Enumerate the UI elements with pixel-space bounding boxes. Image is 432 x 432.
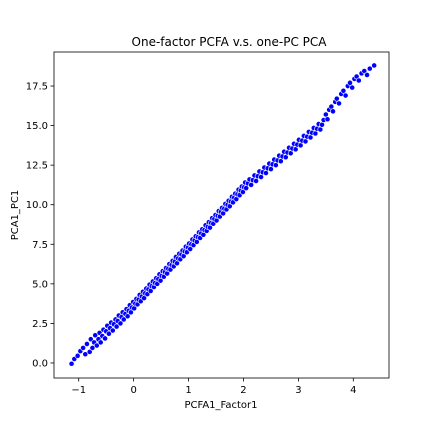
data-point [324, 116, 331, 123]
data-point [297, 142, 304, 149]
data-point [84, 341, 90, 347]
data-point [366, 65, 373, 72]
data-point [349, 84, 356, 91]
data-point [277, 158, 284, 165]
data-point [82, 351, 89, 358]
data-point [113, 323, 120, 330]
data-point [68, 360, 75, 367]
data-point [287, 150, 294, 157]
data-point [340, 87, 347, 94]
data-point [355, 77, 362, 84]
data-point [97, 339, 104, 346]
data-point [322, 111, 329, 118]
data-point [272, 162, 279, 169]
y-tick-label: 5.0 [32, 279, 48, 290]
data-point [307, 134, 314, 141]
data-point [333, 95, 340, 102]
data-point [364, 72, 370, 78]
points-layer [68, 62, 378, 367]
x-tick-label: 4 [350, 385, 356, 396]
data-point [92, 332, 99, 339]
data-point [86, 348, 93, 355]
data-point [302, 138, 309, 145]
data-point [342, 92, 349, 99]
x-tick-label: 3 [295, 385, 301, 396]
data-point [109, 327, 116, 334]
data-point [330, 108, 336, 115]
y-tick-label: 15.0 [26, 121, 48, 132]
data-point [371, 62, 378, 69]
data-point [361, 68, 368, 74]
data-point [253, 178, 259, 184]
x-axis: −1 0 1 2 3 4 [71, 378, 356, 396]
data-point [292, 146, 299, 153]
data-point [319, 121, 325, 128]
y-axis-label: PCA1_PC1 [10, 190, 21, 241]
data-point [106, 330, 112, 337]
data-point [248, 182, 255, 188]
data-point [124, 313, 131, 320]
data-point [347, 79, 353, 86]
data-point [328, 103, 335, 110]
data-point [243, 185, 250, 191]
plot-frame [53, 51, 390, 379]
data-point [263, 170, 269, 176]
data-point [80, 345, 87, 351]
x-tick-label: 2 [240, 385, 246, 396]
data-point [336, 100, 342, 107]
y-axis: 0.0 2.5 5.0 7.5 10.0 12.5 15.0 17.5 [26, 82, 54, 369]
data-point [117, 320, 124, 327]
data-point [102, 335, 108, 342]
y-tick-label: 0.0 [32, 358, 48, 369]
data-point [74, 352, 81, 359]
data-point [120, 316, 127, 323]
y-tick-label: 12.5 [26, 161, 48, 172]
data-point [317, 126, 324, 133]
data-point [312, 130, 319, 137]
y-tick-label: 7.5 [32, 240, 48, 251]
chart-title: One-factor PCFA v.s. one-PC PCA [132, 35, 328, 49]
x-tick-label: 1 [185, 385, 191, 396]
y-tick-label: 2.5 [32, 319, 48, 330]
data-point [282, 154, 289, 161]
x-tick-label: 0 [130, 385, 136, 396]
data-point [268, 166, 274, 173]
data-point [93, 342, 100, 349]
y-tick-label: 10.0 [26, 200, 48, 211]
data-point [89, 345, 96, 351]
x-tick-label: −1 [71, 385, 86, 396]
x-axis-label: PCFA1_Factor1 [184, 400, 257, 411]
y-tick-label: 17.5 [26, 82, 48, 93]
data-point [258, 174, 264, 180]
